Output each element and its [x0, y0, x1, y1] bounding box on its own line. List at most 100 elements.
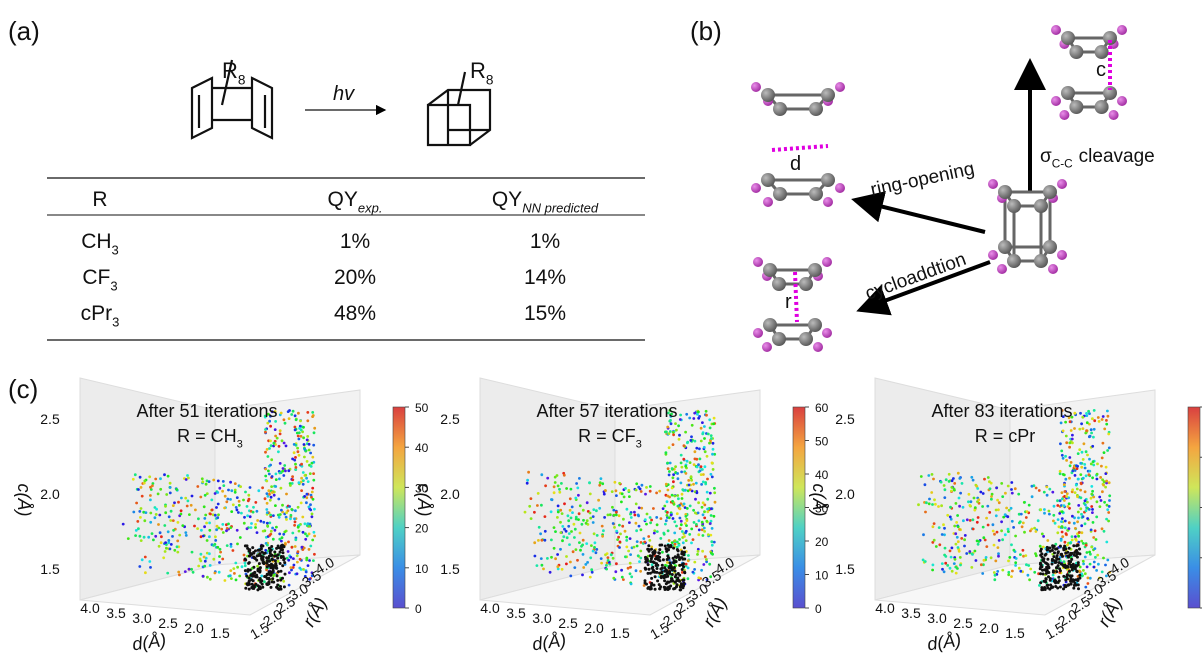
scatter-point [298, 567, 301, 570]
scatter-point [1065, 495, 1068, 498]
table-header-base: R [92, 188, 107, 211]
scatter-point [924, 483, 927, 486]
scatter-point [598, 507, 601, 510]
scatter-point [280, 487, 283, 490]
scatter-point [302, 471, 305, 474]
scatter-point [578, 477, 581, 480]
scatter-point [629, 572, 632, 575]
scatter-point [957, 546, 960, 549]
c-tick: 2.5 [835, 411, 855, 427]
scatter-point [630, 583, 633, 586]
scatter-point [527, 471, 530, 474]
scatter-point [704, 555, 707, 558]
scatter-point [1105, 541, 1108, 544]
scatter-point [196, 527, 199, 530]
scatter-point [275, 567, 278, 570]
scatter-point [1048, 513, 1051, 516]
scatter-point [660, 576, 663, 579]
scatter-point [687, 554, 690, 557]
scatter-point [612, 509, 615, 512]
atom [835, 82, 845, 92]
scatter-point [1093, 566, 1096, 569]
table-cell: 1% [530, 230, 560, 253]
scatter-point [938, 543, 941, 546]
scatter-point [282, 533, 285, 536]
colorbar-tick-label: 50 [815, 435, 829, 449]
scatter-point [1061, 535, 1064, 538]
scatter-point [271, 491, 274, 494]
scatter-point [1060, 553, 1063, 556]
colorbar [1188, 407, 1200, 608]
scatter-point [709, 492, 712, 495]
scatter-point [601, 482, 604, 485]
scatter-point [692, 483, 695, 486]
scatter-point [964, 534, 967, 537]
d-tick: 3.5 [106, 605, 126, 621]
scatter-point [997, 546, 1000, 549]
scatter-point [713, 515, 716, 518]
scatter-point [693, 568, 696, 571]
scatter-point [206, 576, 209, 579]
scatter-point [164, 505, 167, 508]
scatter-point [567, 514, 570, 517]
atom [998, 185, 1012, 199]
scatter-point [1101, 457, 1104, 460]
scatter-point [307, 480, 310, 483]
scatter-point [1056, 504, 1059, 507]
scatter-point [561, 568, 564, 571]
scatter-point [705, 410, 708, 413]
scatter-point [290, 413, 293, 416]
scatter-point [181, 524, 184, 527]
scatter-point [621, 576, 624, 579]
scatter-point [1061, 510, 1064, 513]
scatter-point [1071, 539, 1074, 542]
atom [753, 328, 763, 338]
scatter-point [306, 460, 309, 463]
scatter-point [1043, 491, 1046, 494]
scatter-point [1011, 520, 1014, 523]
scatter-point [290, 514, 293, 517]
scatter-point [700, 569, 703, 572]
atom [1069, 45, 1083, 59]
scatter-point [663, 533, 666, 536]
scatter-point [127, 537, 130, 540]
scatter-point [700, 427, 703, 430]
scatter-point [957, 525, 960, 528]
scatter-point [313, 531, 316, 534]
scatter-point [274, 563, 277, 566]
scatter-point [686, 441, 689, 444]
scatter-point [270, 545, 273, 548]
scatter-point [659, 537, 662, 540]
scatter-point [665, 431, 668, 434]
scatter-point [989, 487, 992, 490]
scatter-point [709, 427, 712, 430]
scatter-point [299, 558, 302, 561]
scatter-point [203, 525, 206, 528]
scatter-point [683, 551, 686, 554]
scatter-point [1096, 463, 1099, 466]
scatter-point [271, 571, 274, 574]
scatter-point [285, 518, 288, 521]
scatter-point [1102, 557, 1105, 560]
scatter-point [1082, 458, 1085, 461]
scatter-point [615, 494, 618, 497]
scatter-point [685, 413, 688, 416]
scatter-point [246, 505, 249, 508]
scatter-point [1006, 515, 1009, 518]
scatter-point [708, 563, 711, 566]
scatter-point [697, 512, 700, 515]
scatter-point [138, 565, 141, 568]
scatter-point [1094, 547, 1097, 550]
scatter-point [143, 536, 146, 539]
scatter-point [1071, 552, 1074, 555]
scatter-point [692, 509, 695, 512]
scatter-point [665, 451, 668, 454]
atom [822, 328, 832, 338]
scatter-point [676, 472, 679, 475]
scatter-point [239, 485, 242, 488]
scatter-point [946, 514, 949, 517]
scatter-point [696, 553, 699, 556]
distance-label: r [785, 291, 792, 313]
scatter-point [557, 485, 560, 488]
scatter-point [284, 422, 287, 425]
